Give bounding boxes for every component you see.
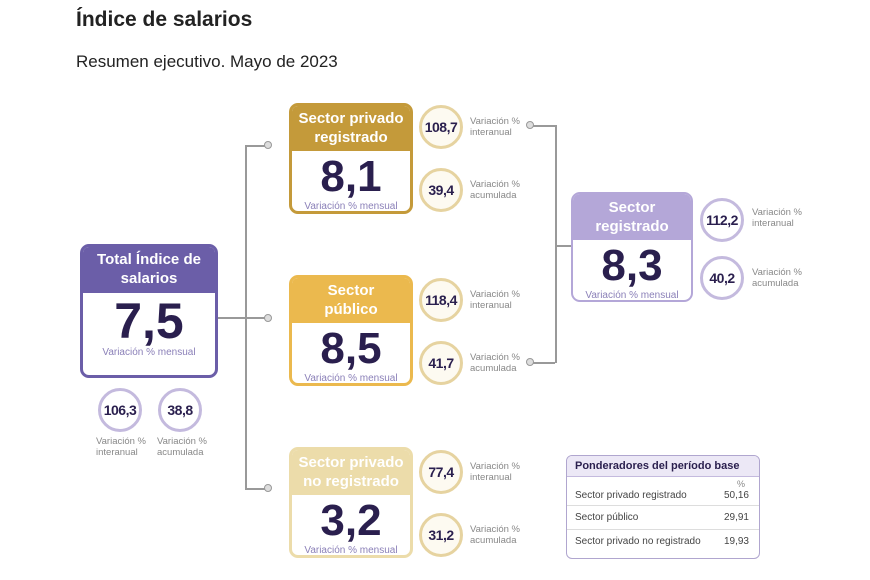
weights-table: Ponderadores del período base % Sector p…	[566, 455, 760, 559]
connector-dot	[264, 484, 272, 492]
label: interanual	[470, 472, 512, 483]
row-value: 19,93	[723, 536, 749, 547]
connector	[533, 125, 555, 127]
interanual-circle: 77,4	[419, 450, 463, 494]
row-value: 50,16	[723, 490, 749, 501]
monthly-label: Variación % mensual	[304, 373, 398, 384]
table-title: Ponderadores del período base	[567, 456, 759, 477]
acumulada-circle: 41,7	[419, 341, 463, 385]
label: Variación %	[96, 436, 146, 447]
label: Variación %	[470, 116, 520, 127]
interanual-circle: 108,7	[419, 105, 463, 149]
unit-label: %	[736, 479, 745, 489]
monthly-label: Variación % mensual	[585, 290, 679, 301]
table-row: Sector privado no registrado 19,93	[567, 530, 759, 553]
label: Variación %	[470, 524, 520, 535]
connector-dot	[526, 121, 534, 129]
connector-dot	[264, 141, 272, 149]
label: Variación %	[752, 267, 802, 278]
private-unregistered-box: Sector privado no registrado 3,2 Variaci…	[289, 447, 413, 558]
label: acumulada	[470, 363, 517, 374]
label: acumulada	[752, 278, 799, 289]
acumulada-circle: 39,4	[419, 168, 463, 212]
page-subtitle: Resumen ejecutivo. Mayo de 2023	[76, 52, 338, 71]
label: interanual	[96, 447, 138, 458]
interanual-circle: 118,4	[419, 278, 463, 322]
row-label: Sector privado no registrado	[575, 536, 701, 547]
label: interanual	[470, 300, 512, 311]
box-title: Sector registrado	[573, 194, 691, 240]
monthly-value: 3,2	[320, 496, 382, 545]
connector	[533, 362, 555, 364]
label: Variación %	[157, 436, 207, 447]
label: interanual	[752, 218, 794, 229]
box-title: Sector público	[292, 278, 410, 323]
monthly-value: 8,1	[320, 152, 382, 201]
connector-dot	[526, 358, 534, 366]
total-index-box: Total Índice de salarios 7,5 Variación %…	[80, 244, 218, 378]
label: Variación %	[752, 207, 802, 218]
box-title: Sector privado registrado	[292, 106, 410, 151]
monthly-label: Variación % mensual	[102, 347, 196, 358]
connector	[555, 125, 557, 363]
connector	[245, 317, 265, 319]
label: Variación %	[470, 352, 520, 363]
table-row: Sector privado registrado 50,16	[567, 489, 759, 506]
label: acumulada	[470, 535, 517, 546]
page-title: Índice de salarios	[76, 8, 253, 31]
connector	[245, 145, 265, 147]
connector	[217, 317, 245, 319]
label: Variación %	[470, 289, 520, 300]
interanual-circle: 112,2	[700, 198, 744, 242]
monthly-value: 8,5	[320, 324, 382, 373]
box-title: Sector privado no registrado	[292, 450, 410, 495]
connector	[245, 488, 265, 490]
acumulada-circle: 40,2	[700, 256, 744, 300]
label: Variación %	[470, 179, 520, 190]
label: Variación %	[470, 461, 520, 472]
label: acumulada	[470, 190, 517, 201]
monthly-label: Variación % mensual	[304, 545, 398, 556]
connector-dot	[264, 314, 272, 322]
monthly-value: 7,5	[114, 293, 184, 349]
monthly-label: Variación % mensual	[304, 201, 398, 212]
box-title: Total Índice de salarios	[83, 247, 215, 293]
row-label: Sector privado registrado	[575, 490, 687, 501]
registered-sector-box: Sector registrado 8,3 Variación % mensua…	[571, 192, 693, 302]
private-registered-box: Sector privado registrado 8,1 Variación …	[289, 103, 413, 214]
label: interanual	[470, 127, 512, 138]
label: acumulada	[157, 447, 204, 458]
public-sector-box: Sector público 8,5 Variación % mensual	[289, 275, 413, 386]
row-label: Sector público	[575, 512, 639, 523]
table-row: Sector público 29,91	[567, 506, 759, 530]
monthly-value: 8,3	[601, 241, 663, 290]
row-value: 29,91	[723, 512, 749, 523]
interanual-circle: 106,3	[98, 388, 142, 432]
acumulada-circle: 38,8	[158, 388, 202, 432]
acumulada-circle: 31,2	[419, 513, 463, 557]
connector	[555, 245, 572, 247]
